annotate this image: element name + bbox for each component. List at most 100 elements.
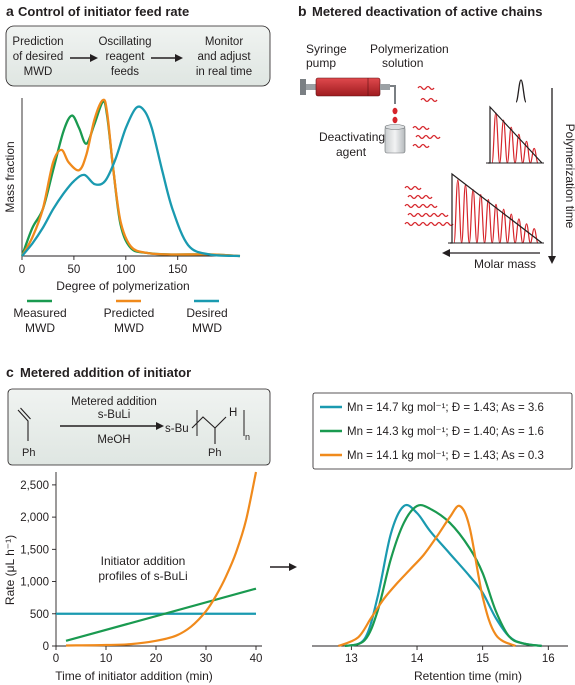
polymer-chain-8: [404, 203, 438, 209]
h-label: H: [229, 407, 237, 419]
legend-predicted-line-2: MWD: [114, 321, 144, 335]
gpc-legend-entry-2: Mn = 14.3 kg mol⁻¹; Đ = 1.40; As = 1.6: [347, 426, 544, 438]
time-arrow-label: Polymerization time: [563, 124, 575, 229]
rate-x-tick-label: 30: [200, 653, 213, 665]
flow-box: [5, 25, 271, 87]
polymer-chain-7: [407, 194, 433, 200]
polymer-chain-3: [412, 125, 430, 131]
polymer-chain-6: [404, 185, 422, 191]
gpc-x-axis-label: Retention time (min): [414, 669, 522, 683]
scheme-above-line-2: s-BuLi: [98, 409, 131, 421]
panel-a-letter: a: [6, 3, 14, 19]
polymer-chain-4: [415, 134, 441, 140]
polymer-chain-10: [404, 221, 454, 227]
rate-y-tick-label: 1,500: [20, 544, 49, 556]
panel-b-title: Metered deactivation of active chains: [312, 4, 542, 19]
final-distribution-peaks: [453, 179, 539, 244]
legend-desired-line-2: MWD: [192, 321, 222, 335]
molar-mass-label: Molar mass: [474, 257, 536, 271]
mwd-series-line-3: [21, 105, 241, 258]
legend-measured: Measured MWD: [13, 299, 67, 335]
flow-step-1-line-3: MWD: [24, 66, 53, 78]
styrene-ph-label: Ph: [22, 447, 35, 459]
mwd-x-tick-label: 50: [68, 264, 81, 276]
legend-measured-line-2: MWD: [25, 321, 55, 335]
mwd-x-ticks: 0 50 100 150: [19, 256, 187, 276]
distribution-sequence: [448, 79, 544, 244]
flow-step-3-line-3: in real time: [196, 66, 252, 78]
scheme-above-line-1: Metered addition: [71, 396, 157, 408]
gpc-ticks: 13 14 15 16: [345, 646, 555, 665]
legend-desired: Desired MWD: [186, 299, 228, 335]
gpc-legend-entry-3: Mn = 14.1 kg mol⁻¹; Đ = 1.43; As = 0.3: [347, 450, 544, 462]
panel-c: c Metered addition of initiator Ph Meter…: [3, 364, 573, 683]
rate-x-tick-label: 0: [53, 653, 59, 665]
mwd-x-tick-label: 0: [19, 264, 25, 276]
rate-y-tick-label: 500: [30, 609, 49, 621]
polymer-chain-1: [417, 85, 435, 91]
flow-step-1-line-2: of desired: [13, 51, 64, 63]
flow-step-3-line-1: Monitor: [205, 36, 244, 48]
flow-step-3: Monitor and adjust in real time: [196, 36, 252, 78]
solution-label-line-1: Polymerization: [370, 42, 449, 56]
panel-b: b Metered deactivation of active chains …: [298, 3, 575, 271]
mwd-x-axis-label: Degree of polymerization: [56, 279, 189, 293]
scheme-below-label: MeOH: [97, 434, 130, 446]
polystyrene-ph-label: Ph: [208, 447, 221, 459]
sbu-label: s-Bu: [165, 423, 189, 435]
mwd-series: [20, 98, 241, 258]
gpc-legend-box: [312, 392, 573, 470]
rate-y-tick-label: 1,000: [20, 577, 49, 589]
rate-ticks: 0 10 20 30 40 0 500 1,000 1,500 2,000 2,500: [20, 480, 262, 665]
rate-annotation-line-2: profiles of s-BuLi: [98, 569, 187, 583]
mwd-legend: Measured MWD Predicted MWD Desired MWD: [13, 299, 228, 335]
syringe-pump-icon: [300, 77, 398, 124]
legend-predicted-line-1: Predicted: [104, 306, 155, 320]
polystyrene-structure: s-Bu H n Ph: [165, 407, 250, 459]
flow-step-2: Oscillating reagent feeds: [98, 36, 151, 78]
legend-measured-line-1: Measured: [13, 306, 66, 320]
rate-x-tick-label: 10: [100, 653, 113, 665]
rate-x-axis-label: Time of initiator addition (min): [55, 669, 213, 683]
rate-annotation-line-1: Initiator addition: [101, 554, 186, 568]
polymer-chains: [404, 85, 454, 227]
polymer-chain-5: [412, 143, 430, 149]
mwd-x-tick-label: 100: [116, 264, 135, 276]
mwd-series-line-1: [20, 100, 241, 258]
rate-x-tick-label: 20: [150, 653, 163, 665]
rate-y-tick-label: 2,500: [20, 480, 49, 492]
flow-step-2-line-3: feeds: [111, 66, 139, 78]
polymer-chain-9: [407, 212, 449, 218]
panel-a: a Control of initiator feed rate Predict…: [3, 3, 271, 335]
rate-y-axis-label: Rate (μL h⁻¹): [3, 535, 17, 605]
polymer-chain-2: [420, 97, 438, 103]
beaker-icon: [384, 124, 406, 154]
mid-distribution: [486, 105, 544, 164]
flow-step-2-line-2: reagent: [105, 51, 145, 63]
gpc-series-line-3: [337, 504, 517, 648]
syringe-label-line-2: pump: [306, 56, 336, 70]
initial-distribution: [515, 79, 527, 103]
panel-c-title: Metered addition of initiator: [20, 365, 191, 380]
flow-step-3-line-2: and adjust: [197, 51, 251, 63]
flow-step-1: Prediction of desired MWD: [12, 36, 63, 78]
solution-label-line-2: solution: [382, 56, 423, 70]
n-label: n: [245, 432, 250, 442]
mid-distribution-peaks: [491, 112, 539, 164]
gpc-legend: Mn = 14.7 kg mol⁻¹; Đ = 1.43; As = 3.6 M…: [320, 402, 544, 462]
legend-desired-line-1: Desired: [186, 306, 227, 320]
agent-label-line-1: Deactivating: [319, 130, 385, 144]
agent-label-line-2: agent: [336, 145, 367, 159]
reaction-scheme-box: [7, 388, 271, 466]
rate-series: [56, 471, 258, 647]
gpc-legend-entry-1: Mn = 14.7 kg mol⁻¹; Đ = 1.43; As = 3.6: [347, 402, 544, 414]
syringe-label-line-1: Syringe: [306, 42, 347, 56]
rate-series-line-2: [65, 587, 257, 642]
mwd-series-line-2: [20, 98, 241, 258]
mwd-y-axis-label: Mass fraction: [3, 141, 17, 212]
rate-y-tick-label: 0: [43, 641, 49, 653]
panel-c-letter: c: [6, 364, 14, 380]
flow-step-1-line-1: Prediction: [12, 36, 63, 48]
panel-b-letter: b: [298, 3, 307, 19]
gpc-x-tick-label: 13: [345, 653, 358, 665]
